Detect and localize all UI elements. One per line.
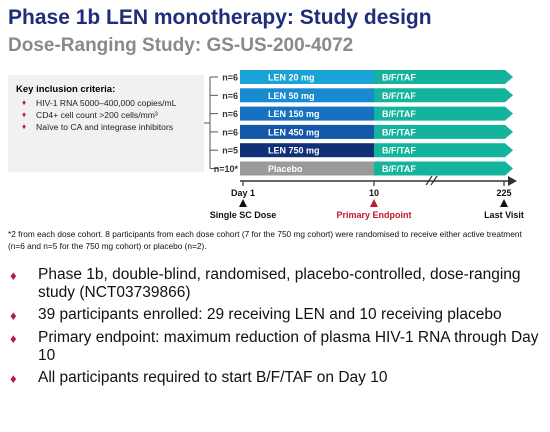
bullet-item: ♦ All participants required to start B/F/… — [8, 369, 543, 388]
primary-endpoint-marker — [370, 199, 378, 207]
arm-dose-label: LEN 50 mg — [268, 91, 315, 101]
arm-bftaf-bar — [374, 143, 513, 158]
arm-dose-label: LEN 450 mg — [268, 127, 320, 137]
bullet-item: ♦ 39 participants enrolled: 29 receiving … — [8, 306, 543, 325]
page-subtitle: Dose-Ranging Study: GS-US-200-4072 — [8, 35, 354, 56]
bullet-text: Phase 1b, double-blind, randomised, plac… — [38, 266, 521, 301]
arm-bftaf-bar — [374, 124, 513, 139]
arm-dose-bar — [240, 161, 374, 176]
bullet-item: ♦ Phase 1b, double-blind, randomised, pla… — [8, 266, 543, 302]
bullet-item: ♦ Primary endpoint: maximum reduction of … — [8, 329, 543, 365]
study-arms: n=6 LEN 20 mg B/F/TAF n=6 LEN 50 mg B/F/TAF n=… — [214, 70, 513, 176]
criteria-text: Naïve to CA and integrase inhibitors — [36, 122, 174, 132]
arm-dose-bar — [240, 88, 374, 103]
bullet-text: All participants required to start B/F/T… — [38, 369, 388, 386]
arm-n-label: n=6 — [222, 73, 238, 83]
arm-connectors — [204, 76, 218, 169]
arm-after-label: B/F/TAF — [382, 127, 416, 137]
arm-n-label: n=6 — [222, 91, 238, 101]
timeline-axis — [240, 175, 517, 186]
diamond-bullet-icon: ♦ — [22, 110, 27, 119]
diamond-bullet-icon: ♦ — [22, 98, 27, 107]
arm-dose-bar — [240, 106, 374, 121]
footnote: *2 from each dose cohort. 8 participants… — [8, 229, 522, 251]
arm-after-label: B/F/TAF — [382, 73, 416, 83]
diamond-bullet-icon: ♦ — [10, 371, 17, 386]
arm-after-label: B/F/TAF — [382, 164, 416, 174]
diamond-bullet-icon: ♦ — [22, 122, 27, 131]
diamond-bullet-icon: ♦ — [10, 268, 17, 283]
criteria-text: HIV-1 RNA 5000–400,000 copies/mL — [36, 98, 177, 108]
arm-after-label: B/F/TAF — [382, 109, 416, 119]
arm-bftaf-bar — [374, 161, 513, 176]
criteria-heading: Key inclusion criteria: — [16, 84, 116, 95]
arm-n-label: n=6 — [222, 127, 238, 137]
tick-day225: 225 — [496, 188, 511, 198]
bullet-text: 39 participants enrolled: 29 receiving L… — [38, 306, 502, 323]
last-visit-marker — [500, 199, 508, 207]
criteria-text: CD4+ cell count >200 cells/mm³ — [36, 110, 158, 120]
arm-dose-bar — [240, 143, 374, 158]
tick-day1: Day 1 — [231, 188, 255, 198]
arm-after-label: B/F/TAF — [382, 91, 416, 101]
arm-dose-bar — [240, 124, 374, 139]
arm-bftaf-bar — [374, 70, 513, 84]
label-last-visit: Last Visit — [484, 210, 524, 220]
page-title: Phase 1b LEN monotherapy: Study design — [8, 6, 432, 29]
criteria-item: ♦ HIV-1 RNA 5000–400,000 copies/mL — [22, 98, 198, 108]
arm-dose-label: LEN 20 mg — [268, 73, 315, 83]
arm-dose-bar — [240, 70, 374, 84]
study-design-diagram: n=6 LEN 20 mg B/F/TAF n=6 LEN 50 mg B/F/TAF n=… — [204, 70, 524, 220]
tick-day10: 10 — [369, 188, 379, 198]
arm-dose-label: Placebo — [268, 164, 303, 174]
inclusion-criteria-box: Key inclusion criteria: ♦ HIV-1 RNA 5000–… — [8, 75, 204, 172]
arm-n-label: n=6 — [222, 109, 238, 119]
arm-after-label: B/F/TAF — [382, 146, 416, 156]
arm-bftaf-bar — [374, 88, 513, 103]
diamond-bullet-icon: ♦ — [10, 308, 17, 323]
arm-dose-label: LEN 150 mg — [268, 109, 320, 119]
arm-bftaf-bar — [374, 106, 513, 121]
criteria-item: ♦ Naïve to CA and integrase inhibitors — [22, 122, 198, 132]
criteria-item: ♦ CD4+ cell count >200 cells/mm³ — [22, 110, 198, 120]
label-primary-endpoint: Primary Endpoint — [336, 210, 411, 220]
label-single-sc-dose: Single SC Dose — [210, 210, 277, 220]
bullet-text: Primary endpoint: maximum reduction of p… — [38, 329, 539, 364]
arm-n-label: n=10* — [214, 164, 239, 174]
start-marker — [239, 199, 247, 207]
arm-dose-label: LEN 750 mg — [268, 146, 320, 156]
summary-bullets: ♦ Phase 1b, double-blind, randomised, pla… — [8, 266, 543, 392]
arm-n-label: n=5 — [222, 146, 238, 156]
diamond-bullet-icon: ♦ — [10, 331, 17, 346]
